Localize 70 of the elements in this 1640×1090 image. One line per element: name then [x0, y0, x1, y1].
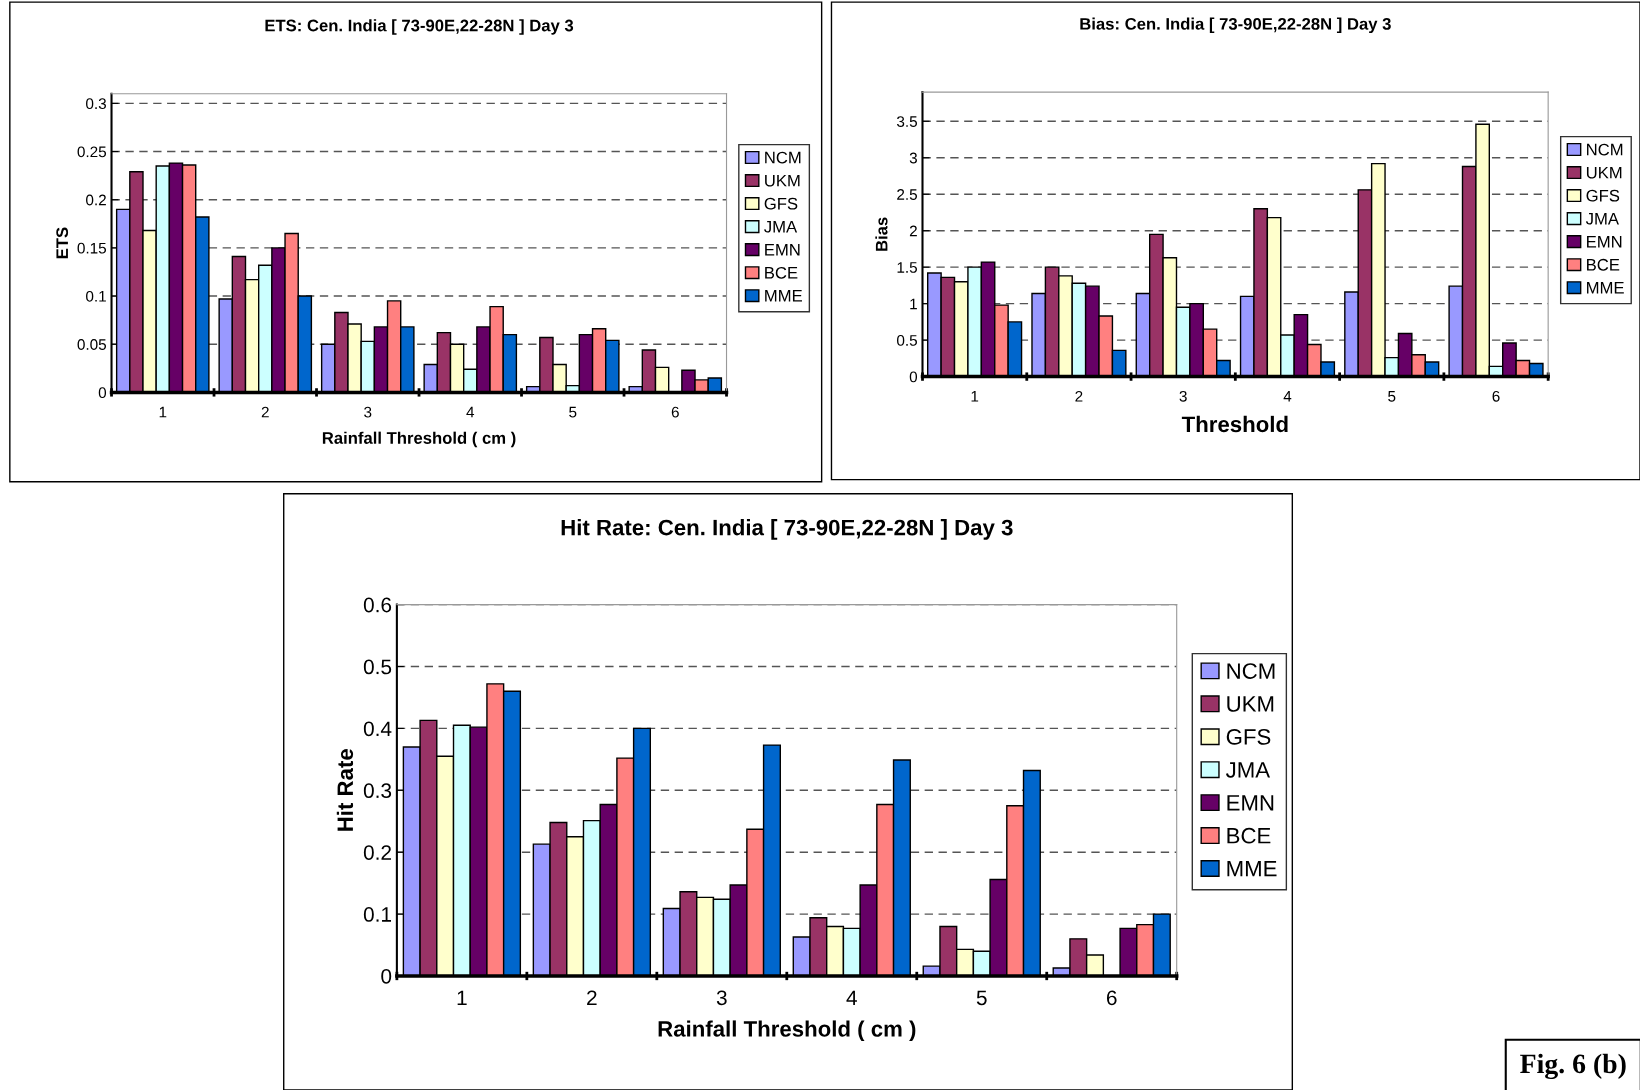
y-tick-label: 3 [909, 152, 917, 164]
legend-label: JMA [1585, 212, 1619, 225]
y-tick-label: 2.5 [897, 189, 917, 200]
legend-label: GFS [1226, 729, 1271, 745]
y-tick-label: 3.5 [896, 116, 917, 127]
x-tick-label: 6 [1106, 990, 1117, 1006]
x-tick-label: 5 [976, 990, 987, 1006]
y-tick-label: 0.15 [77, 242, 107, 254]
legend-label: BCE [1227, 827, 1271, 844]
y-tick-label: 0 [98, 387, 107, 399]
y-axis-title: ETS [56, 227, 69, 259]
y-tick-label: 0.1 [363, 907, 391, 922]
legend-label: MME [765, 290, 802, 302]
x-tick-label: 3 [716, 990, 727, 1006]
legend-label: EMN [1587, 236, 1622, 248]
y-tick-label: 0.3 [86, 98, 106, 110]
x-tick-label: 6 [671, 406, 679, 418]
legend-label: BCE [765, 266, 798, 279]
chart-title: Bias: Cen. India [ 73-90E,22-28N ] Day 3 [1080, 17, 1391, 34]
x-axis-title: Rainfall Threshold ( cm ) [658, 1020, 916, 1042]
x-tick-label: 2 [261, 406, 269, 418]
legend-label: UKM [765, 174, 800, 187]
caption: Fig. 6 (b) [1520, 1053, 1626, 1080]
x-tick-label: 5 [1388, 391, 1396, 402]
y-tick-label: 0.1 [86, 290, 106, 302]
y-tick-label: 0.3 [363, 783, 392, 799]
x-tick-label: 2 [587, 990, 597, 1005]
x-tick-label: 4 [846, 990, 857, 1005]
y-tick-label: 0.5 [897, 334, 917, 346]
y-axis-title: Hit Rate [336, 749, 354, 831]
legend-label: EMN [1227, 795, 1274, 811]
legend-label: NCM [1227, 663, 1275, 679]
legend-label: NCM [1587, 143, 1623, 156]
legend-label: UKM [1227, 696, 1274, 712]
y-tick-label: 0.25 [77, 146, 107, 158]
x-tick-label: 1 [971, 391, 979, 402]
x-tick-label: 6 [1492, 390, 1500, 402]
legend-label: UKM [1586, 166, 1622, 179]
y-tick-label: 0 [381, 968, 392, 984]
y-tick-label: 0.5 [363, 659, 392, 675]
legend-label: GFS [1586, 189, 1620, 202]
x-tick-label: 2 [1075, 390, 1083, 402]
y-tick-label: 1.5 [897, 262, 917, 273]
x-axis-title: Rainfall Threshold ( cm ) [322, 431, 516, 448]
x-tick-label: 4 [466, 406, 475, 418]
y-tick-label: 2 [909, 225, 917, 237]
x-axis-title: Threshold [1181, 415, 1288, 433]
y-tick-label: 0.2 [86, 194, 106, 206]
y-tick-label: 0.2 [363, 845, 391, 860]
x-tick-label: 5 [569, 406, 577, 418]
y-tick-label: 0.05 [77, 339, 107, 350]
legend-label: MME [1227, 861, 1277, 877]
y-tick-label: 1 [910, 298, 917, 310]
x-tick-label: 3 [1179, 390, 1187, 402]
legend-label: EMN [765, 244, 800, 256]
legend-label: GFS [764, 197, 798, 210]
y-tick-label: 0.6 [363, 597, 392, 613]
y-axis-title: Bias [875, 217, 888, 251]
x-tick-label: 1 [159, 406, 167, 418]
x-tick-label: 4 [1283, 391, 1292, 402]
y-tick-label: 0.4 [363, 721, 392, 737]
y-tick-label: 0 [909, 371, 918, 383]
legend-label: BCE [1587, 258, 1620, 271]
chart-title: Hit Rate: Cen. India [ 73-90E,22-28N ] Day 3 [561, 519, 1013, 540]
legend-label: MME [1587, 282, 1624, 294]
chart-title: ETS: Cen. India [ 73-90E,22-28N ] Day 3 [265, 19, 574, 35]
x-tick-label: 1 [457, 990, 467, 1005]
legend-label: JMA [764, 220, 798, 233]
legend-label: JMA [1225, 762, 1271, 778]
legend-label: NCM [765, 151, 801, 164]
